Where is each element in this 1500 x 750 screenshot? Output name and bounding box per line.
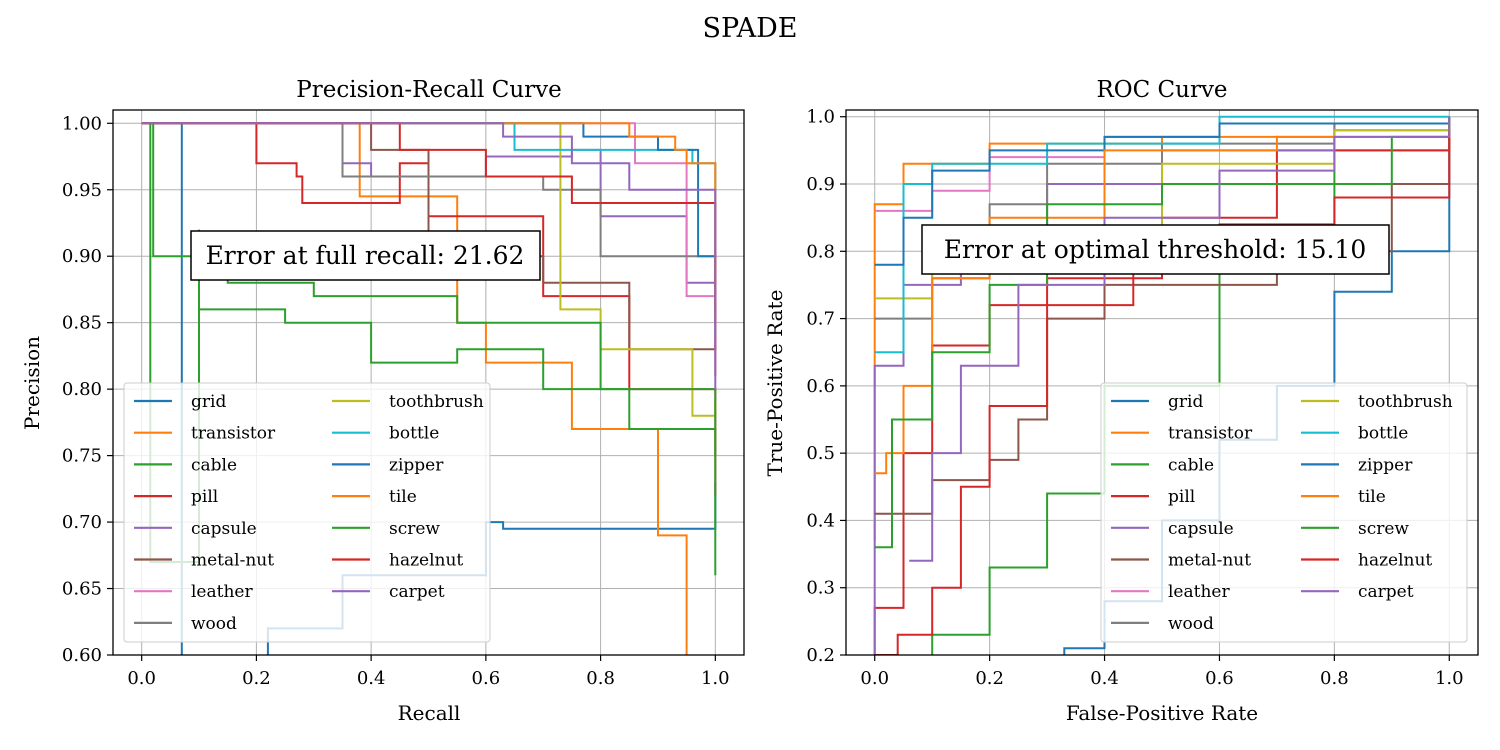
pr-y-tick-label: 0.90 <box>62 246 102 267</box>
pr-legend-label-toothbrush: toothbrush <box>389 392 484 412</box>
pr-y-tick-label: 0.95 <box>62 180 102 201</box>
roc-plot-title: ROC Curve <box>1096 77 1227 103</box>
roc-y-tick-label: 0.3 <box>806 578 835 599</box>
pr-legend-label-leather: leather <box>191 582 253 602</box>
pr-legend-label-screw: screw <box>389 519 440 539</box>
roc-y-tick-label: 1.0 <box>806 107 835 128</box>
pr-y-axis-label: Precision <box>20 336 44 430</box>
pr-x-tick-label: 0.8 <box>586 668 615 689</box>
roc-x-axis-label: False-Positive Rate <box>1066 701 1258 725</box>
pr-legend-label-capsule: capsule <box>191 519 257 539</box>
roc-legend-label-tile: tile <box>1358 487 1386 507</box>
roc-series-zipper <box>874 116 1451 266</box>
pr-x-tick-label: 0.2 <box>242 668 271 689</box>
pr-series <box>141 122 717 655</box>
pr-legend-label-hazelnut: hazelnut <box>389 551 463 571</box>
roc-legend-label-zipper: zipper <box>1358 455 1413 475</box>
roc-legend-label-pill: pill <box>1168 487 1195 507</box>
pr-x-axis-label: Recall <box>398 701 461 725</box>
pr-legend-label-cable: cable <box>191 455 237 475</box>
roc-x-tick-label: 0.8 <box>1320 668 1349 689</box>
roc-y-tick-label: 0.5 <box>806 443 835 464</box>
roc-legend-label-metal-nut: metal-nut <box>1168 551 1251 571</box>
pr-legend-label-bottle: bottle <box>389 424 439 444</box>
roc-annotation-box: Error at optimal threshold: 15.10 <box>921 224 1390 275</box>
pr-legend-label-carpet: carpet <box>389 582 445 602</box>
pr-series-toothbrush <box>141 122 717 417</box>
roc-x-tick-label: 0.4 <box>1090 668 1119 689</box>
roc-annotation-text: Error at optimal threshold: 15.10 <box>944 235 1366 264</box>
roc-y-tick-label: 0.8 <box>806 241 835 262</box>
pr-series-zipper <box>141 122 717 283</box>
pr-annotation-box: Error at full recall: 21.62 <box>190 230 541 281</box>
pr-axes-frame <box>112 109 745 656</box>
pr-series-carpet <box>141 122 717 390</box>
pr-legend-frame <box>123 382 491 643</box>
roc-annotation-frame <box>921 224 1390 275</box>
pr-annotation-text: Error at full recall: 21.62 <box>206 241 525 270</box>
roc-y-tick-label: 0.9 <box>806 174 835 195</box>
pr-x-tick-label: 0.4 <box>357 668 386 689</box>
pr-legend-label-tile: tile <box>389 487 417 507</box>
roc-legend-label-hazelnut: hazelnut <box>1358 551 1432 571</box>
roc-legend: grid transistor cable pill capsule metal-nut l… <box>1100 382 1468 643</box>
pr-y-tick-label: 0.85 <box>62 313 102 334</box>
pr-y-tick-label: 0.80 <box>62 379 102 400</box>
pr-y-tick-label: 0.60 <box>62 645 102 666</box>
pr-series-transistor <box>141 122 688 655</box>
pr-x-tick-label: 1.0 <box>701 668 730 689</box>
pr-legend-label-zipper: zipper <box>389 455 444 475</box>
figure-suptitle: SPADE <box>702 13 797 44</box>
roc-legend-label-cable: cable <box>1168 455 1214 475</box>
roc-legend-label-transistor: transistor <box>1168 424 1253 444</box>
roc-legend-label-wood: wood <box>1168 614 1214 634</box>
roc-y-tick-label: 0.7 <box>806 309 835 330</box>
pr-series-screw <box>141 122 717 576</box>
roc-legend-label-screw: screw <box>1358 519 1409 539</box>
roc-series-carpet <box>909 116 1451 562</box>
roc-y-axis-label: True-Positive Rate <box>763 290 787 477</box>
roc-panel: ROC Curve False-Positive Rate True-Posit… <box>763 77 1479 725</box>
roc-x-tick-label: 1.0 <box>1435 668 1464 689</box>
pr-legend-label-metal-nut: metal-nut <box>191 551 274 571</box>
pr-legend-label-transistor: transistor <box>191 424 276 444</box>
pr-y-tick-label: 0.75 <box>62 446 102 467</box>
pr-series-tile <box>141 122 717 323</box>
pr-y-tick-label: 0.65 <box>62 579 102 600</box>
pr-annotation-frame <box>190 230 541 281</box>
roc-x-tick-label: 0.2 <box>975 668 1004 689</box>
pr-legend-label-grid: grid <box>191 392 226 412</box>
pr-legend-label-wood: wood <box>191 614 237 634</box>
roc-x-tick-label: 0.0 <box>860 668 889 689</box>
pr-series-leather <box>141 122 717 310</box>
roc-legend-frame <box>1100 382 1468 643</box>
pr-y-tick-label: 1.00 <box>62 113 102 134</box>
pr-legend: grid transistor cable pill capsule metal-nut l… <box>123 382 491 643</box>
roc-y-tick-label: 0.6 <box>806 376 835 397</box>
pr-series-wood <box>141 122 717 323</box>
roc-y-tick-label: 0.2 <box>806 645 835 666</box>
roc-legend-label-bottle: bottle <box>1358 424 1408 444</box>
roc-legend-label-carpet: carpet <box>1358 582 1414 602</box>
roc-axes-frame <box>845 109 1479 656</box>
pr-series-hazelnut <box>141 122 717 376</box>
roc-legend-label-toothbrush: toothbrush <box>1358 392 1453 412</box>
roc-ticks: 0.0 0.2 0.4 0.6 0.8 1.0 0.2 0.3 0.4 0.5 0.6 0.7 0.8 0… <box>806 107 1463 689</box>
roc-legend-label-leather: leather <box>1168 582 1230 602</box>
pr-legend-label-pill: pill <box>191 487 218 507</box>
roc-legend-label-grid: grid <box>1168 392 1203 412</box>
precision-recall-panel: Precision-Recall Curve Recall Precision … <box>20 77 745 725</box>
pr-plot-title: Precision-Recall Curve <box>296 77 561 103</box>
roc-x-tick-label: 0.6 <box>1205 668 1234 689</box>
pr-x-tick-label: 0.0 <box>127 668 156 689</box>
roc-y-tick-label: 0.4 <box>806 510 835 531</box>
pr-y-tick-label: 0.70 <box>62 512 102 533</box>
pr-ticks: 0.0 0.2 0.4 0.6 0.8 1.0 0.60 0.65 0.70 0.75 0.80 0.… <box>62 113 730 689</box>
pr-x-tick-label: 0.6 <box>472 668 501 689</box>
roc-legend-label-capsule: capsule <box>1168 519 1234 539</box>
